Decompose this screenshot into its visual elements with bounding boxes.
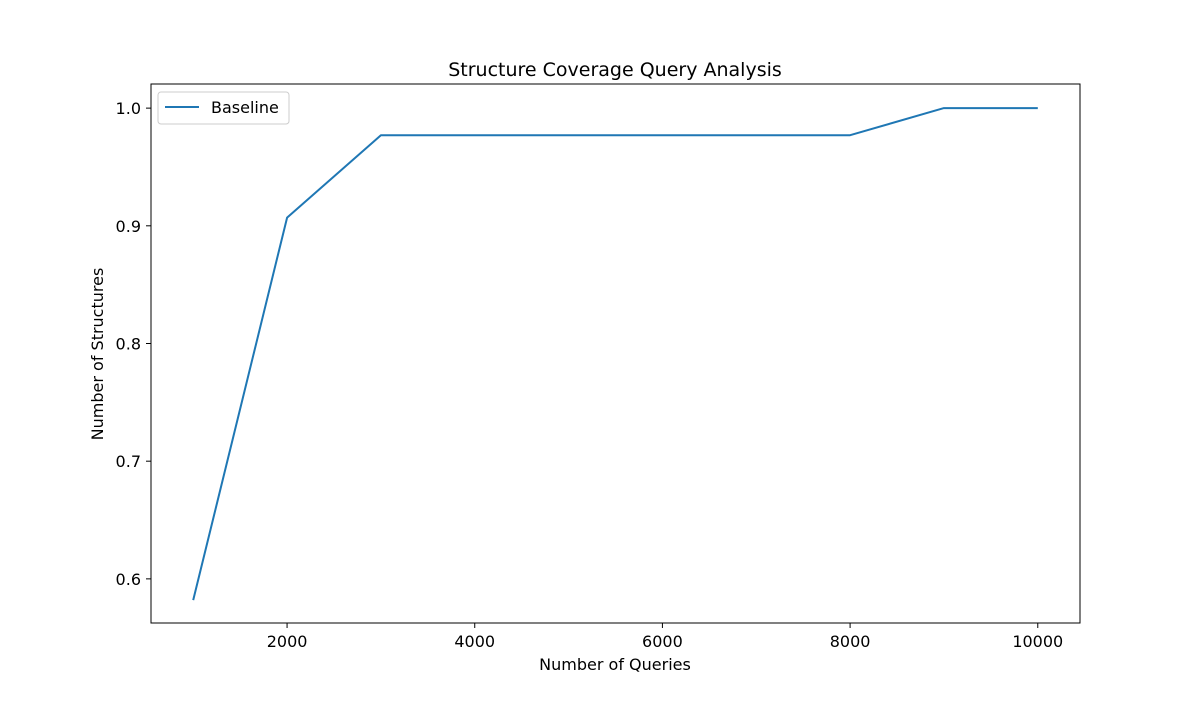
series-line-baseline	[192, 107, 1038, 601]
x-tick-label: 6000	[642, 632, 683, 651]
legend: Baseline	[157, 91, 290, 125]
series-layer	[192, 107, 1038, 601]
plot-area-frame	[150, 83, 1081, 624]
y-tick-label: 0.6	[116, 570, 141, 589]
y-axis: 0.6 0.7 0.8 0.9 1.0	[116, 99, 151, 589]
y-tick-label: 0.8	[116, 334, 141, 353]
y-tick-label: 0.7	[116, 452, 141, 471]
legend-label: Baseline	[211, 98, 279, 117]
x-axis: 2000 4000 6000 8000 10000	[267, 623, 1063, 651]
x-tick-label: 8000	[830, 632, 871, 651]
x-tick-label: 10000	[1012, 632, 1063, 651]
legend-box	[157, 91, 290, 125]
x-tick-label: 4000	[454, 632, 495, 651]
x-tick-label: 2000	[267, 632, 308, 651]
y-axis-label: Number of Structures	[88, 268, 107, 441]
y-tick-label: 1.0	[116, 99, 141, 118]
chart-title: Structure Coverage Query Analysis	[448, 59, 782, 81]
x-axis-label: Number of Queries	[539, 655, 691, 674]
y-tick-label: 0.9	[116, 217, 141, 236]
